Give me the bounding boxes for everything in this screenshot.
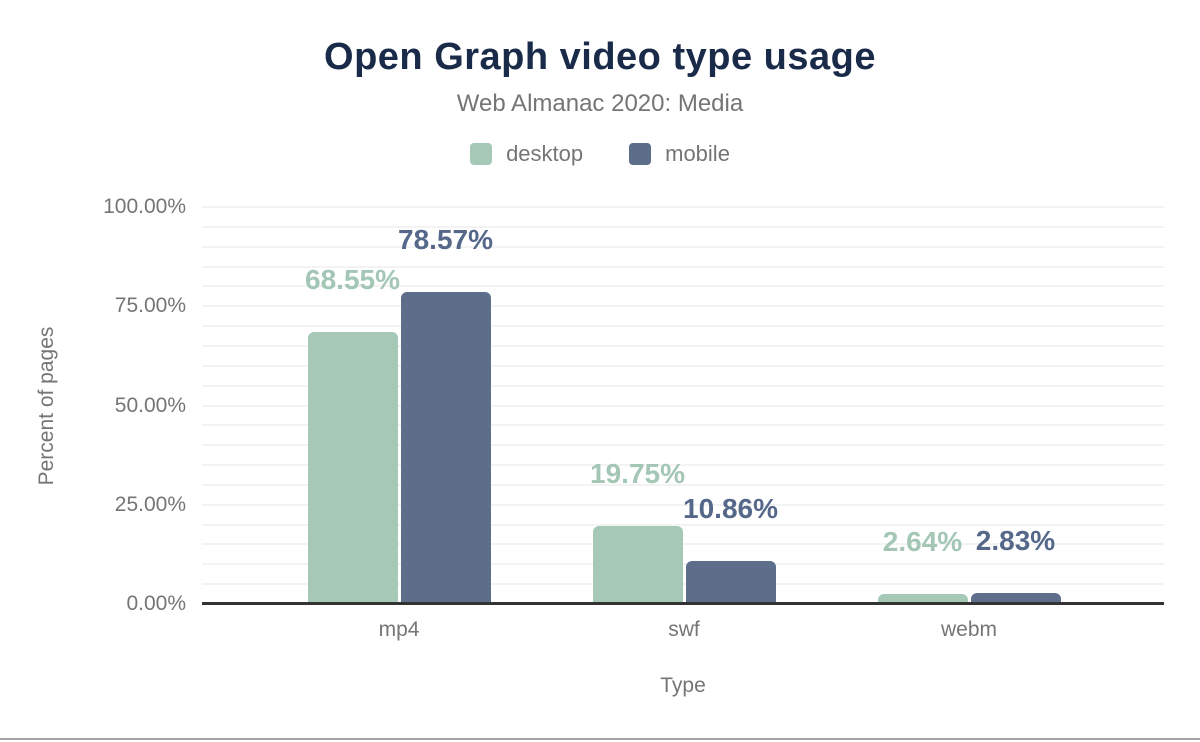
- gridline: [202, 444, 1164, 447]
- legend-item-desktop[interactable]: desktop: [470, 141, 583, 167]
- gridline: [202, 563, 1164, 566]
- legend-swatch-desktop: [470, 143, 493, 165]
- plot-area: 0.00% 25.00% 50.00% 75.00% 100.00% 68.55% 78.5…: [103, 195, 1164, 641]
- gridline: [202, 464, 1164, 467]
- value-label-desktop-swf: 19.75%: [590, 457, 685, 489]
- gridline: [202, 583, 1164, 586]
- legend-item-mobile[interactable]: mobile: [629, 141, 730, 167]
- y-tick-label: 75.00%: [114, 294, 186, 318]
- value-label-mobile-swf: 10.86%: [683, 492, 778, 524]
- value-label-desktop-webm: 2.64%: [882, 525, 963, 557]
- x-tick-swf: swf: [668, 618, 700, 641]
- y-tick-label: 50.00%: [114, 393, 186, 417]
- value-label-mobile-mp4: 78.57%: [398, 224, 493, 256]
- gridline: [202, 225, 1164, 228]
- gridline: [202, 543, 1164, 546]
- y-tick-label: 0.00%: [126, 592, 186, 615]
- legend-label-desktop: desktop: [506, 141, 584, 166]
- gridline: [202, 424, 1164, 427]
- y-tick-label: 25.00%: [114, 492, 186, 516]
- bar-desktop-webm[interactable]: [877, 593, 968, 604]
- bar-desktop-mp4[interactable]: [307, 331, 398, 604]
- y-tick-label: 100.00%: [103, 195, 186, 218]
- gridline: [202, 305, 1164, 308]
- gridline: [202, 384, 1164, 387]
- bar-desktop-swf[interactable]: [592, 525, 683, 604]
- gridline: [202, 364, 1164, 367]
- chart-title: Open Graph video type usage: [324, 36, 876, 78]
- value-label-mobile-webm: 2.83%: [975, 524, 1056, 556]
- gridline: [202, 523, 1164, 526]
- gridline: [202, 483, 1164, 486]
- legend: desktop mobile: [0, 141, 1200, 167]
- x-tick-webm: webm: [940, 618, 998, 641]
- legend-label-mobile: mobile: [665, 141, 730, 166]
- legend-swatch-mobile: [629, 143, 652, 165]
- gridline: [202, 285, 1164, 288]
- x-tick-mp4: mp4: [378, 618, 420, 641]
- gridline: [202, 344, 1164, 347]
- y-axis-title: Percent of pages: [35, 326, 58, 486]
- chart-subtitle: Web Almanac 2020: Media: [456, 90, 744, 117]
- gridline: [202, 206, 1164, 208]
- bar-mobile-swf[interactable]: [685, 560, 776, 604]
- gridline: [202, 404, 1164, 407]
- footer-divider: [0, 738, 1200, 740]
- gridline: [202, 245, 1164, 248]
- x-axis-title: Type: [660, 674, 706, 697]
- x-axis-line: [202, 602, 1164, 605]
- gridline: [202, 325, 1164, 328]
- bar-mobile-webm[interactable]: [970, 592, 1061, 604]
- bar-mobile-mp4[interactable]: [400, 292, 491, 604]
- value-label-desktop-mp4: 68.55%: [305, 263, 400, 295]
- gridline: [202, 503, 1164, 506]
- gridline: [202, 265, 1164, 268]
